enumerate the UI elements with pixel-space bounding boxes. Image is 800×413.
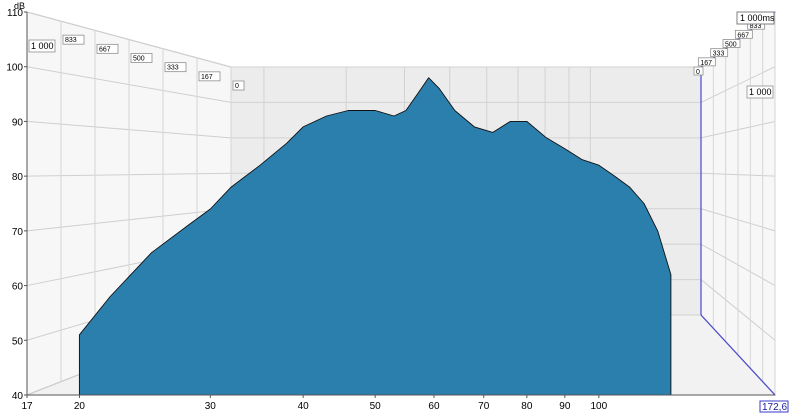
time-tick-label: 1 000 <box>749 87 772 97</box>
time-tick-label: 333 <box>167 65 179 72</box>
chart-axes <box>24 11 775 398</box>
time-tick-label: 500 <box>725 42 737 49</box>
time-tick-label: 500 <box>133 56 145 63</box>
time-tick-label: 167 <box>700 60 712 67</box>
time-tick-box <box>198 71 221 82</box>
time-axis-left-labels: 1 000 833 667 500 333 167 0 <box>28 34 245 91</box>
waterfall-slice <box>78 77 672 396</box>
time-tick-box <box>130 53 153 63</box>
x-tick-label: 20 <box>74 401 86 412</box>
time-tick-label: 0 <box>235 83 239 90</box>
time-axis-max-label: 1 000ms <box>740 13 775 23</box>
time-tick-box <box>746 85 774 99</box>
time-tick-box <box>232 80 245 91</box>
y-tick-label: 80 <box>12 172 24 183</box>
cursor-floor-edge <box>700 314 776 396</box>
time-tick-label: 1 000 <box>31 41 54 51</box>
time-tick-label: 333 <box>713 51 725 58</box>
y-tick-label: 100 <box>6 63 23 74</box>
x-tick-label: 70 <box>478 401 490 412</box>
y-tick-label: 90 <box>12 117 24 128</box>
x-tick-label: 60 <box>428 401 440 412</box>
time-tick-label: 667 <box>737 32 749 39</box>
cursor-readout[interactable]: 172,6 <box>759 400 789 413</box>
time-axis-max-box: 1 000ms <box>736 11 775 25</box>
y-tick-label: 40 <box>12 391 24 402</box>
time-tick-label: 0 <box>696 69 700 76</box>
time-tick-box <box>693 66 704 76</box>
y-tick-labels: 40 50 60 70 80 90 100 110 <box>6 8 23 402</box>
time-tick-label: 667 <box>99 46 111 53</box>
cursor-value: 172,6 <box>762 402 787 413</box>
y-tick-label: 110 <box>7 8 23 19</box>
time-tick-box <box>697 57 716 67</box>
time-tick-box <box>164 62 187 73</box>
x-tick-label: 50 <box>370 401 382 412</box>
x-tick-label: 30 <box>205 401 217 412</box>
time-tick-box <box>62 34 85 45</box>
waterfall-slices <box>78 77 672 396</box>
time-tick-label: 167 <box>201 74 213 81</box>
y-tick-label: 50 <box>12 336 24 347</box>
time-tick-label: 833 <box>750 23 762 30</box>
y-axis-unit-label: dB <box>14 1 25 11</box>
time-tick-label: 833 <box>65 37 77 44</box>
x-tick-label: 90 <box>559 401 571 412</box>
x-tick-labels: 17 20 30 40 50 60 70 80 90 100 <box>21 401 607 412</box>
time-tick-box <box>28 39 56 53</box>
time-tick-box <box>710 48 729 58</box>
time-tick-box <box>734 29 753 39</box>
x-tick-label: 80 <box>521 401 533 412</box>
time-tick-box <box>96 43 119 54</box>
x-tick-label: 100 <box>591 401 608 412</box>
x-tick-label: 40 <box>298 401 310 412</box>
y-tick-label: 70 <box>12 227 24 238</box>
time-tick-box <box>722 39 741 48</box>
y-tick-label: 60 <box>12 282 24 293</box>
x-tick-label: 17 <box>21 401 33 412</box>
